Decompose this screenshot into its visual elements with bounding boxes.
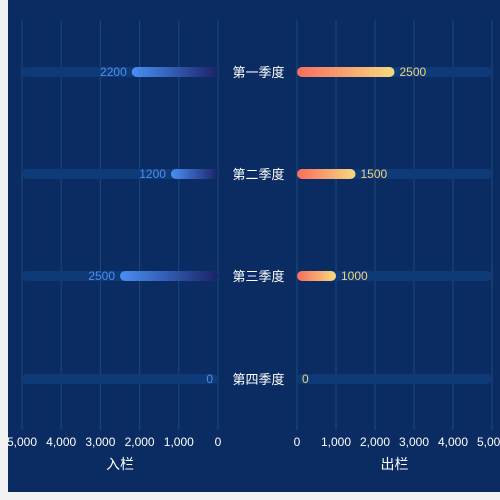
right-axis-title: 出栏 [381,456,409,472]
grid-lines [21,20,493,430]
data-label-out: 2500 [400,65,427,79]
right-tick-label: 3,000 [399,435,429,449]
bar-in-1[interactable] [131,67,218,77]
category-label: 第三季度 [232,269,284,285]
right-tick-label: 4,000 [438,435,468,449]
category-label: 第四季度 [232,372,284,388]
left-axis-title: 入栏 [106,456,134,472]
bar-out-3[interactable] [297,271,336,281]
bar-track-left [22,374,218,384]
data-label-in: 0 [206,372,213,386]
category-label: 第二季度 [232,167,284,183]
bar-out-2[interactable] [297,169,356,179]
bar-tracks [22,67,492,384]
category-label: 第一季度 [232,65,284,81]
left-tick-label: 5,000 [8,435,37,449]
left-tick-label: 1,000 [164,435,194,449]
left-tick-label: 3,000 [85,435,115,449]
right-tick-label: 1,000 [321,435,351,449]
bars [120,67,395,281]
bar-out-1[interactable] [297,67,395,77]
data-labels: 2200 2500 1200 1500 2500 1000 0 0 [88,65,426,386]
right-tick-label: 0 [294,435,301,449]
left-tick-label: 0 [215,435,222,449]
bar-in-2[interactable] [170,169,218,179]
bar-in-3[interactable] [120,271,218,281]
data-label-in: 2500 [88,269,115,283]
bar-track-right [297,271,492,281]
axis-ticks: 5,000 4,000 3,000 2,000 1,000 0 0 1,000 2,000 3,0… [8,435,500,449]
data-label-in: 2200 [100,65,127,79]
right-tick-label: 5,000 [477,435,500,449]
right-tick-label: 2,000 [360,435,390,449]
data-label-out: 1500 [361,167,388,181]
left-tick-label: 2,000 [125,435,155,449]
bar-track-right [297,374,492,384]
data-label-out: 0 [302,372,309,386]
left-tick-label: 4,000 [46,435,76,449]
data-label-out: 1000 [341,269,368,283]
chart-frame: 2200 2500 1200 1500 2500 1000 0 0 第一季度 第二季度 第三季度第… [8,0,500,492]
bar-track-left [22,169,218,179]
data-label-in: 1200 [139,167,166,181]
